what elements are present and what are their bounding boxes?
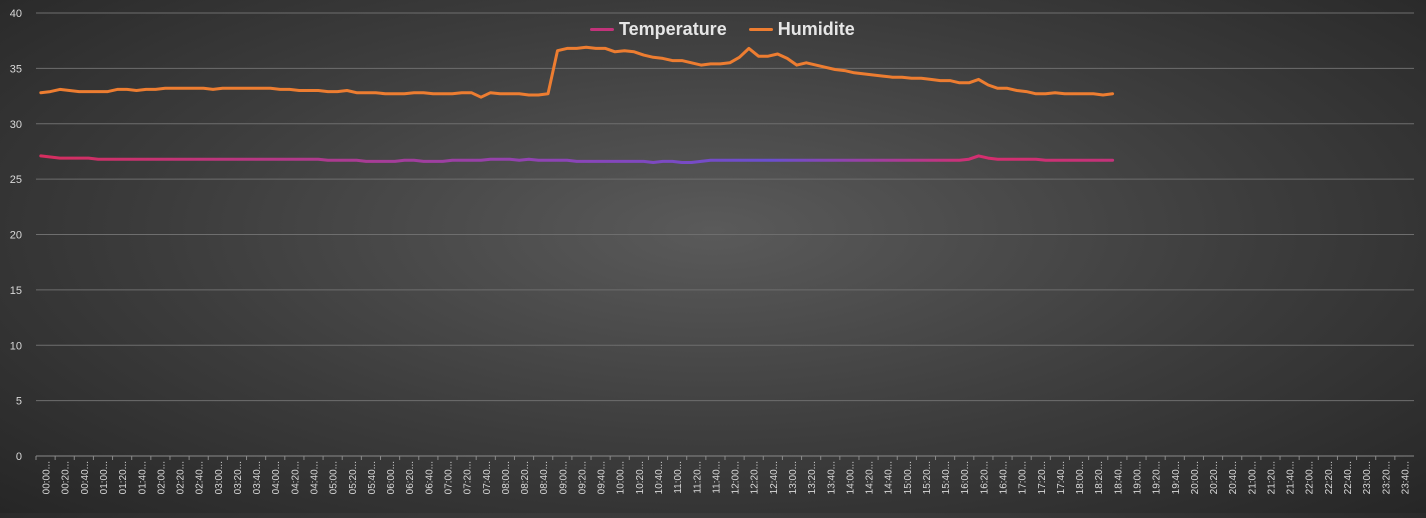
x-tick-label: 12:40...	[769, 461, 780, 494]
legend-swatch-humidite	[748, 28, 773, 31]
x-tick-label: 09:40...	[597, 461, 608, 494]
x-tick-label: 18:40...	[1113, 461, 1124, 494]
x-tick-label: 07:40...	[482, 461, 493, 494]
x-tick-label: 05:20...	[348, 461, 359, 494]
x-tick-label: 17:20...	[1037, 461, 1048, 494]
x-tick-label: 07:00...	[443, 461, 454, 494]
x-tick-label: 21:00...	[1247, 461, 1258, 494]
y-tick-label: 0	[16, 451, 22, 463]
x-tick-label: 22:20...	[1324, 461, 1335, 494]
x-tick-label: 03:00...	[214, 461, 225, 494]
x-tick-label: 02:20...	[176, 461, 187, 494]
x-tick-label: 19:00...	[1132, 461, 1143, 494]
x-tick-label: 12:20...	[750, 461, 761, 494]
x-tick-label: 20:40...	[1228, 461, 1239, 494]
y-tick-label: 25	[10, 174, 22, 186]
x-tick-label: 04:20...	[290, 461, 301, 494]
x-tick-label: 04:00...	[271, 461, 282, 494]
y-axis-tick-labels: 0 5 10 15 20 25 30 35 40	[10, 8, 22, 463]
x-tick-label: 11:00...	[673, 461, 684, 494]
x-tick-label: 00:00...	[42, 461, 53, 494]
x-tick-label: 19:40...	[1171, 461, 1182, 494]
x-tick-label: 21:20...	[1266, 461, 1277, 494]
y-tick-label: 5	[16, 396, 22, 408]
series-line-humidite	[39, 45, 1115, 99]
x-tick-label: 15:00...	[903, 461, 914, 494]
x-tick-label: 09:20...	[577, 461, 588, 494]
x-tick-label: 13:00...	[788, 461, 799, 494]
x-tick-label: 14:40...	[884, 461, 895, 494]
x-tick-label: 13:20...	[807, 461, 818, 494]
x-tick-label: 07:20...	[463, 461, 474, 494]
x-tick-label: 17:00...	[1018, 461, 1029, 494]
y-tick-label: 35	[10, 63, 22, 75]
x-tick-label: 06:00...	[386, 461, 397, 494]
legend-entry-temperature: Temperature	[590, 19, 727, 40]
x-tick-label: 13:40...	[826, 461, 837, 494]
x-tick-label: 17:40...	[1056, 461, 1067, 494]
x-tick-label: 01:20...	[118, 461, 129, 494]
x-tick-label: 19:20...	[1152, 461, 1163, 494]
x-tick-label: 06:40...	[424, 461, 435, 494]
x-tick-label: 14:20...	[865, 461, 876, 494]
x-tick-label: 06:20...	[405, 461, 416, 494]
legend-entry-humidite: Humidite	[748, 19, 855, 40]
series-line-temperature	[39, 154, 1115, 164]
x-tick-label: 20:00...	[1190, 461, 1201, 494]
y-tick-label: 10	[10, 340, 22, 352]
y-tick-label: 40	[10, 8, 22, 20]
gridlines	[36, 12, 1414, 457]
x-tick-label: 15:20...	[922, 461, 933, 494]
x-tick-label: 08:20...	[520, 461, 531, 494]
x-tick-label: 11:20...	[692, 461, 703, 494]
x-tick-label: 18:20...	[1094, 461, 1105, 494]
x-tick-label: 22:40...	[1343, 461, 1354, 494]
x-tick-label: 16:20...	[979, 461, 990, 494]
x-tick-label: 01:00...	[99, 461, 110, 494]
x-axis-tick-labels: 00:00... 00:20... 00:40... 01:00... 01:20...…	[35, 456, 1411, 494]
x-tick-label: 10:00...	[616, 461, 627, 494]
x-tick-label: 09:00...	[558, 461, 569, 494]
x-tick-label: 12:00...	[731, 461, 742, 494]
x-tick-label: 10:20...	[635, 461, 646, 494]
x-tick-label: 01:40...	[137, 461, 148, 494]
x-tick-label: 23:20...	[1381, 461, 1392, 494]
x-tick-label: 16:00...	[960, 461, 971, 494]
x-tick-label: 03:40...	[252, 461, 263, 494]
x-tick-label: 21:40...	[1286, 461, 1297, 494]
x-tick-label: 15:40...	[941, 461, 952, 494]
x-tick-label: 02:00...	[156, 461, 167, 494]
x-tick-label: 08:00...	[501, 461, 512, 494]
y-tick-label: 30	[10, 119, 22, 131]
x-tick-label: 05:40...	[367, 461, 378, 494]
x-tick-label: 11:40...	[711, 461, 722, 494]
x-tick-label: 14:00...	[845, 461, 856, 494]
x-tick-label: 23:40...	[1400, 461, 1411, 494]
legend-swatch-temperature	[590, 28, 614, 31]
y-tick-label: 15	[10, 285, 22, 297]
x-tick-label: 18:00...	[1075, 461, 1086, 494]
x-tick-label: 00:40...	[80, 461, 91, 494]
x-tick-label: 00:20...	[61, 461, 72, 494]
x-tick-label: 03:20...	[233, 461, 244, 494]
x-tick-label: 02:40...	[195, 461, 206, 494]
x-tick-label: 20:20...	[1209, 461, 1220, 494]
legend-label-humidite: Humidite	[777, 19, 855, 39]
x-tick-label: 10:40...	[654, 461, 665, 494]
x-tick-label: 08:40...	[539, 461, 550, 494]
legend: Temperature Humidite	[590, 19, 855, 40]
x-tick-label: 04:40...	[310, 461, 321, 494]
x-tick-label: 23:00...	[1362, 461, 1373, 494]
legend-label-temperature: Temperature	[619, 19, 727, 39]
series-lines	[39, 45, 1115, 164]
x-tick-label: 16:40...	[999, 461, 1010, 494]
x-tick-label: 22:00...	[1305, 461, 1316, 494]
x-tick-label: 05:00...	[329, 461, 340, 494]
y-tick-label: 20	[10, 230, 22, 242]
